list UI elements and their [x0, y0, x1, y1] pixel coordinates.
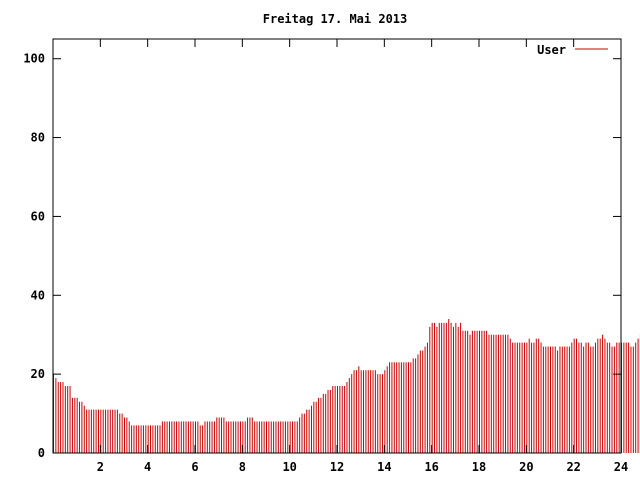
y-tick-label: 20: [31, 367, 45, 381]
x-tick-label: 16: [424, 460, 438, 474]
x-tick-label: 2: [97, 460, 104, 474]
x-tick-label: 8: [239, 460, 246, 474]
x-tick-label: 6: [191, 460, 198, 474]
y-tick-label: 80: [31, 131, 45, 145]
bars-group: [53, 318, 640, 453]
x-tick-label: 10: [282, 460, 296, 474]
x-tick-label: 14: [377, 460, 391, 474]
x-tick-label: 20: [519, 460, 533, 474]
y-tick-label: 60: [31, 209, 45, 223]
y-tick-label: 0: [38, 446, 45, 460]
legend: User: [537, 43, 608, 57]
x-tick-label: 24: [614, 460, 628, 474]
x-tick-label: 22: [566, 460, 580, 474]
plot-frame: [52, 38, 622, 454]
y-tick-label: 40: [31, 288, 45, 302]
x-tick-label: 18: [472, 460, 486, 474]
x-tick-label: 12: [330, 460, 344, 474]
y-tick-label: 100: [23, 52, 45, 66]
legend-label-user: User: [537, 43, 566, 57]
chart-title: Freitag 17. Mai 2013: [263, 12, 408, 26]
x-tick-label: 4: [144, 460, 151, 474]
